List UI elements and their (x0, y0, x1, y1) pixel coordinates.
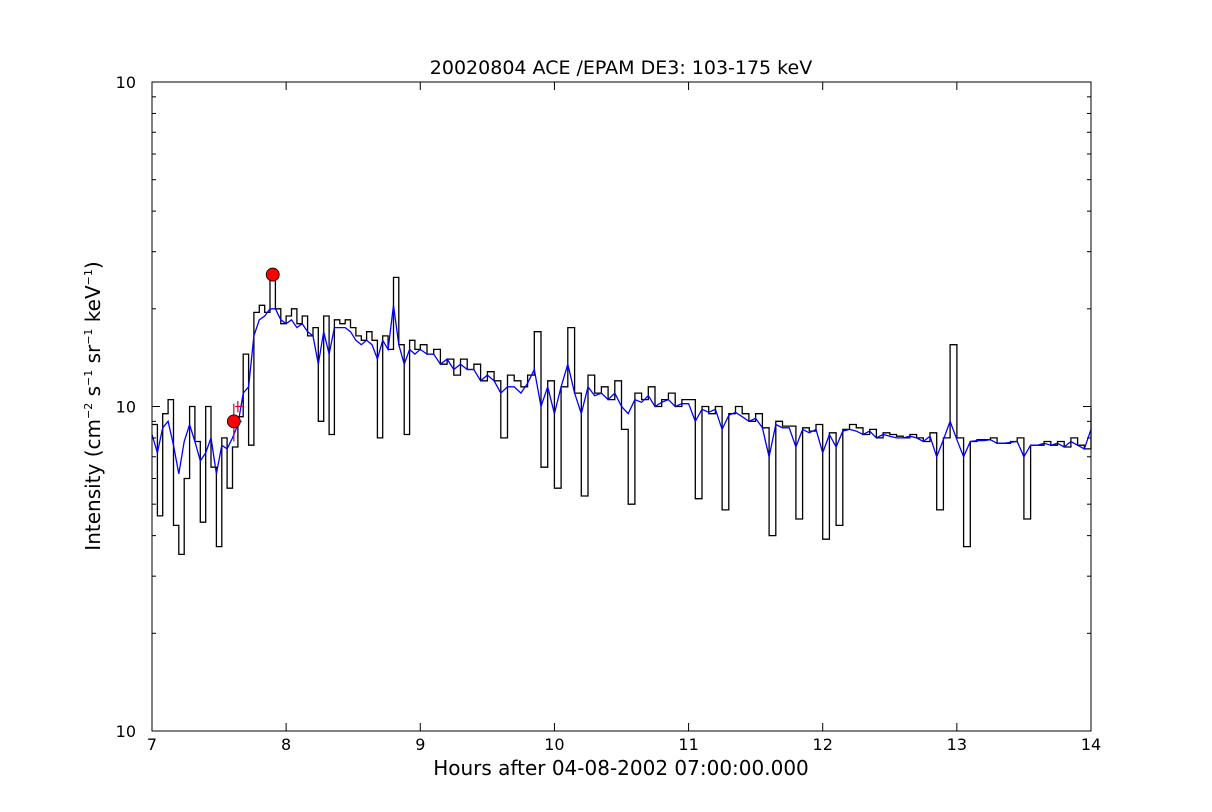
x-tick-label: 14 (1081, 735, 1101, 754)
x-tick-label: 10 (544, 735, 564, 754)
y-tick-label: 10 (116, 73, 136, 92)
y-tick-label: 10 (116, 398, 136, 417)
x-tick-label: 11 (678, 735, 698, 754)
y-tick-label: 10 (116, 722, 136, 741)
marker-1 (226, 414, 241, 429)
x-tick-label: 7 (147, 735, 157, 754)
marker-0 (265, 267, 280, 282)
plot-frame (151, 81, 1092, 732)
x-tick-label: 12 (813, 735, 833, 754)
x-tick-label: 8 (281, 735, 291, 754)
ticks-layer: 7891011121314102103104 (116, 73, 1102, 754)
data-layer (151, 267, 1092, 556)
x-axis-label: Hours after 04-08-2002 07:00:00.000 (433, 756, 809, 780)
x-tick-label: 9 (415, 735, 425, 754)
series-1-line (151, 305, 1092, 475)
chart-title: 20020804 ACE /EPAM DE3: 103-175 keV (430, 57, 812, 79)
y-axis-label: Intensity (cm−2 s−1 sr−1 keV−1) (81, 261, 105, 550)
x-tick-label: 13 (947, 735, 967, 754)
